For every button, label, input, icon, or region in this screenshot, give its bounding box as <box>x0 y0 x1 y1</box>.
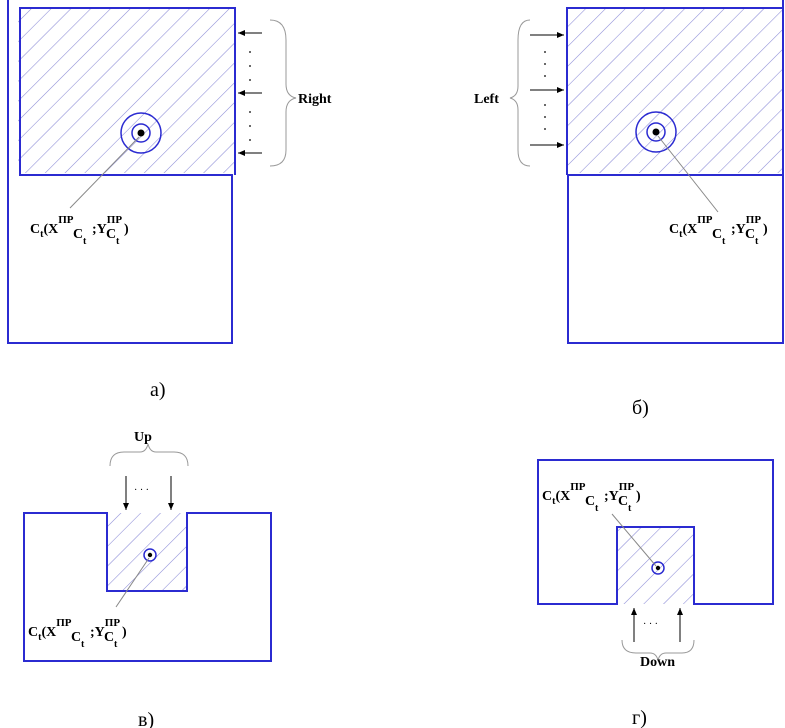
region-outline <box>7 0 236 344</box>
centroid-dot <box>652 128 660 136</box>
centroid-outer-ring <box>651 561 665 575</box>
caption: б) <box>632 397 649 419</box>
svg-text:;YПР: ;YПР <box>92 214 122 237</box>
svg-text:C: C <box>73 227 83 242</box>
panel-g: · · · Down Ct(XПР C t ;YПР C t ) г) <box>537 459 774 728</box>
direction-label: Right <box>298 92 332 107</box>
svg-text:t: t <box>722 236 726 247</box>
svg-text:): ) <box>124 222 129 237</box>
svg-text:): ) <box>763 222 768 237</box>
dots: · · · <box>134 485 149 496</box>
svg-text:;YПР: ;YПР <box>604 481 634 504</box>
brace <box>509 19 531 167</box>
svg-text:Ct(XПР: Ct(XПР <box>669 214 713 240</box>
dots: · · · <box>643 619 658 630</box>
leader-line <box>115 557 150 608</box>
leader-line <box>657 135 719 213</box>
centroid-dot <box>147 552 153 558</box>
svg-text:): ) <box>636 489 641 504</box>
region-outline <box>566 0 784 344</box>
svg-text:C: C <box>618 494 628 509</box>
svg-text:C: C <box>71 630 81 645</box>
direction-label: Up <box>134 430 152 445</box>
caption: а) <box>150 379 166 401</box>
svg-text:Ct(XПР: Ct(XПР <box>28 617 72 643</box>
panel-v: · · · Up Ct(XПР C t ;YПР C t ) в) <box>23 430 272 728</box>
svg-text:t: t <box>114 639 118 650</box>
centroid-label: Ct(XПР C t ;YПР C t ) <box>30 214 129 247</box>
arrows <box>631 608 683 642</box>
centroid-inner-ring <box>131 123 151 143</box>
dots <box>544 51 546 130</box>
centroid-outer-ring <box>635 111 677 153</box>
centroid-label: Ct(XПР C t ;YПР C t ) <box>669 214 768 247</box>
caption: в) <box>138 709 154 728</box>
leader-line <box>611 513 657 567</box>
arrows <box>123 476 174 510</box>
svg-text:C: C <box>712 227 722 242</box>
svg-text:t: t <box>595 503 599 514</box>
panel-a: Right Ct(XПР C t ;YПР C t ) а) <box>7 0 332 401</box>
svg-text:C: C <box>585 494 595 509</box>
direction-label: Left <box>474 92 499 107</box>
region-outline <box>537 459 774 605</box>
hatched-region <box>18 8 235 173</box>
centroid-inner-ring <box>646 122 666 142</box>
region-outline <box>23 512 272 662</box>
svg-text:Ct(XПР: Ct(XПР <box>542 481 586 507</box>
direction-label: Down <box>640 655 675 670</box>
arrows <box>238 30 262 156</box>
svg-text:C: C <box>104 630 114 645</box>
svg-text:;YПР: ;YПР <box>731 214 761 237</box>
svg-text:t: t <box>83 236 87 247</box>
svg-text:Ct(XПР: Ct(XПР <box>30 214 74 240</box>
svg-text:t: t <box>628 503 632 514</box>
arrows <box>530 32 564 148</box>
svg-text:C: C <box>106 227 116 242</box>
centroid-label: Ct(XПР C t ;YПР C t ) <box>28 617 127 650</box>
svg-text:;YПР: ;YПР <box>90 617 120 640</box>
panel-b: Left Ct(XПР C t ;YПР C t ) б) <box>474 0 784 419</box>
svg-text:): ) <box>122 625 127 640</box>
hatched-region <box>567 8 783 173</box>
centroid-label: Ct(XПР C t ;YПР C t ) <box>542 481 641 514</box>
leader-line <box>69 136 140 209</box>
brace <box>621 639 695 662</box>
brace <box>109 443 189 467</box>
svg-text:C: C <box>745 227 755 242</box>
svg-text:t: t <box>755 236 759 247</box>
brace <box>269 19 297 167</box>
hatched-region <box>107 513 187 591</box>
centroid-dot <box>137 129 145 137</box>
svg-text:t: t <box>81 639 85 650</box>
caption: г) <box>632 707 647 728</box>
dots <box>249 51 251 141</box>
centroid-dot <box>655 565 661 571</box>
svg-text:t: t <box>116 236 120 247</box>
centroid-outer-ring <box>120 112 162 154</box>
centroid-outer-ring <box>143 548 157 562</box>
